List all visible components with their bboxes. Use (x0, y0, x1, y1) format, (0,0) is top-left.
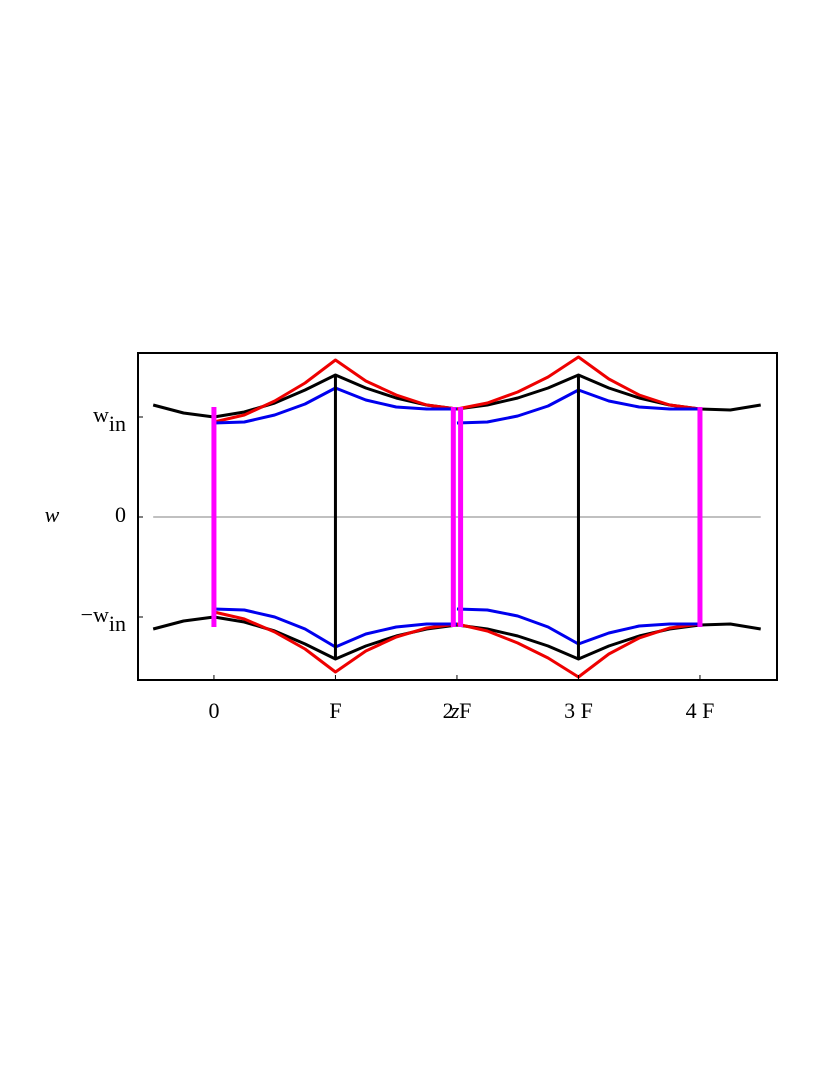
y-tick-label-subscript: in (109, 411, 126, 436)
y-tick-label: win (93, 402, 126, 436)
y-tick-label-main: w (93, 402, 109, 427)
y-axis-label: w (45, 502, 60, 527)
y-tick-label: 0 (115, 502, 126, 527)
x-tick-label: 2 F (443, 698, 472, 723)
y-tick-label: −win (81, 602, 126, 636)
y-tick-label-subscript: in (109, 611, 126, 636)
x-tick-label: 3 F (564, 698, 593, 723)
x-tick-label: 4 F (686, 698, 715, 723)
y-tick-label-main: −w (81, 602, 109, 627)
x-tick-label: 0 (208, 698, 219, 723)
x-tick-label: F (329, 698, 341, 723)
x-axis-label: z (450, 698, 460, 723)
